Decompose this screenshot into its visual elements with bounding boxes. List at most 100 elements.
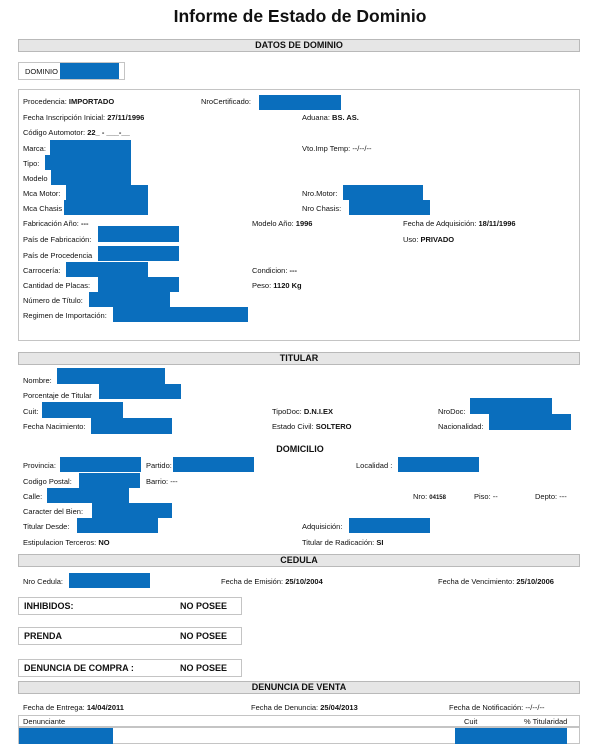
col-titularidad: % Titularidad [524, 717, 568, 726]
col-cuit: Cuit [464, 717, 478, 726]
redaction-block [113, 307, 248, 322]
nro-motor-label: Nro.Motor: [302, 189, 338, 198]
redaction-block [47, 488, 129, 503]
redaction-block [66, 185, 148, 200]
page-title: Informe de Estado de Dominio [173, 6, 427, 26]
uso-field: Uso: PRIVADO [403, 235, 455, 244]
fecha-denuncia-field: Fecha de Denuncia: 25/04/2013 [251, 703, 358, 712]
section-header-datos-dominio: DATOS DE DOMINIO [18, 39, 580, 52]
aduana-field: Aduana: BS. AS. [302, 113, 359, 122]
redaction-block [57, 368, 165, 384]
cantidad-placas-label: Cantidad de Placas: [23, 281, 91, 290]
redaction-block [455, 728, 567, 744]
numero-titulo-label: Número de Título: [23, 296, 83, 305]
mca-motor-label: Mca Motor: [23, 189, 61, 198]
redaction-block [66, 262, 148, 277]
condicion-field: Condicion: --- [252, 266, 298, 275]
fecha-nacimiento-label: Fecha Nacimiento: [23, 422, 86, 431]
redaction-block [98, 246, 179, 261]
depto-field: Depto: --- [535, 492, 567, 501]
porcentaje-label: Porcentaje de Titular [23, 391, 92, 400]
fecha-vencimiento-field: Fecha de Vencimiento: 25/10/2006 [438, 577, 554, 586]
section-header-titular: TITULAR [18, 352, 580, 365]
barrio-field: Barrio: --- [146, 477, 178, 486]
redaction-block [349, 200, 430, 215]
titular-desde-label: Titular Desde: [23, 522, 70, 531]
adquisicion-label: Adquisición: [302, 522, 343, 531]
redaction-block [51, 170, 131, 185]
redaction-block [92, 503, 172, 518]
redaction-block [50, 140, 131, 155]
nro-field: Nro: 04158 [413, 492, 446, 501]
modelo-label: Modelo [23, 174, 48, 183]
carroceria-label: Carrocería: [23, 266, 61, 275]
prenda-value: NO POSEE [180, 631, 228, 641]
redaction-block [98, 226, 179, 242]
caracter-label: Caracter del Bien: [23, 507, 84, 516]
denuncia-compra-value: NO POSEE [180, 663, 228, 673]
nacionalidad-label: Nacionalidad: [438, 422, 484, 431]
peso-field: Peso: 1120 Kg [252, 281, 302, 290]
redaction-block [79, 473, 140, 488]
nombre-label: Nombre: [23, 376, 52, 385]
redaction-block [89, 292, 170, 307]
redaction-block [45, 155, 131, 170]
estado-civil-field: Estado Civil: SOLTERO [272, 422, 352, 431]
denunciantes-table-row [18, 727, 580, 744]
fecha-notificacion-field: Fecha de Notificación: --/--/-- [449, 703, 545, 712]
estipulacion-field: Estipulacion Terceros: NO [23, 538, 110, 547]
vto-imp-field: Vto.Imp Temp: --/--/-- [302, 144, 372, 153]
modelo-anio-field: Modelo Año: 1996 [252, 219, 313, 228]
redaction-block [349, 518, 430, 533]
fabricacion-anio-field: Fabricación Año: --- [23, 219, 89, 228]
tipo-label: Tipo: [23, 159, 40, 168]
nro-certificado-label: NroCertificado: [201, 97, 252, 106]
section-header-domicilio: DOMICILIO [276, 444, 324, 454]
redaction-block [173, 457, 254, 472]
piso-field: Piso: -- [474, 492, 498, 501]
nrodoc-label: NroDoc: [438, 407, 466, 416]
provincia-label: Provincia: [23, 461, 56, 470]
pais-fabricacion-label: País de Fabricación: [23, 235, 92, 244]
tipodoc-field: TipoDoc: D.N.I.EX [272, 407, 334, 416]
prenda-label: PRENDA [24, 631, 63, 641]
nro-chasis-label: Nro Chasis: [302, 204, 342, 213]
section-header-denuncia-venta: DENUNCIA DE VENTA [18, 681, 580, 694]
cuit-label: Cuit: [23, 407, 39, 416]
redaction-block [489, 414, 571, 430]
redaction-block [19, 728, 113, 744]
redaction-block [77, 518, 158, 533]
inhibidos-value: NO POSEE [180, 601, 228, 611]
denunciantes-table-header: Denunciante Cuit % Titularidad [18, 715, 580, 727]
dominio-label: DOMINIO [25, 67, 58, 76]
inhibidos-box: INHIBIDOS: NO POSEE [18, 597, 242, 615]
marca-label: Marca: [23, 144, 46, 153]
procedencia-field: Procedencia: IMPORTADO [23, 97, 115, 106]
redaction-block [69, 573, 150, 588]
section-header-cedula: CEDULA [18, 554, 580, 567]
redaction-block [398, 457, 479, 472]
titular-radicacion-field: Titular de Radicación: SI [302, 538, 384, 547]
denuncia-compra-box: DENUNCIA DE COMPRA : NO POSEE [18, 659, 242, 677]
fecha-entrega-field: Fecha de Entrega: 14/04/2011 [23, 703, 124, 712]
redaction-block [42, 402, 123, 418]
codigo-postal-label: Codigo Postal: [23, 477, 72, 486]
calle-label: Calle: [23, 492, 43, 501]
col-denunciante: Denunciante [23, 717, 66, 726]
redaction-block [64, 200, 148, 215]
fecha-emision-field: Fecha de Emisión: 25/10/2004 [221, 577, 323, 586]
localidad-label: Localidad : [356, 461, 393, 470]
pais-procedencia-label: País de Procedencia [23, 251, 93, 260]
mca-chasis-label: Mca Chasis [23, 204, 63, 213]
redaction-block [60, 63, 119, 79]
nro-cedula-label: Nro Cedula: [23, 577, 64, 586]
denuncia-compra-label: DENUNCIA DE COMPRA : [24, 663, 134, 673]
redaction-block [343, 185, 423, 200]
partido-label: Partido: [146, 461, 172, 470]
fecha-adquisicion-field: Fecha de Adquisición: 18/11/1996 [403, 219, 516, 228]
prenda-box: PRENDA NO POSEE [18, 627, 242, 645]
redaction-block [91, 418, 172, 434]
redaction-block [259, 95, 341, 110]
regimen-label: Regimen de Importación: [23, 311, 107, 320]
redaction-block [98, 277, 179, 292]
